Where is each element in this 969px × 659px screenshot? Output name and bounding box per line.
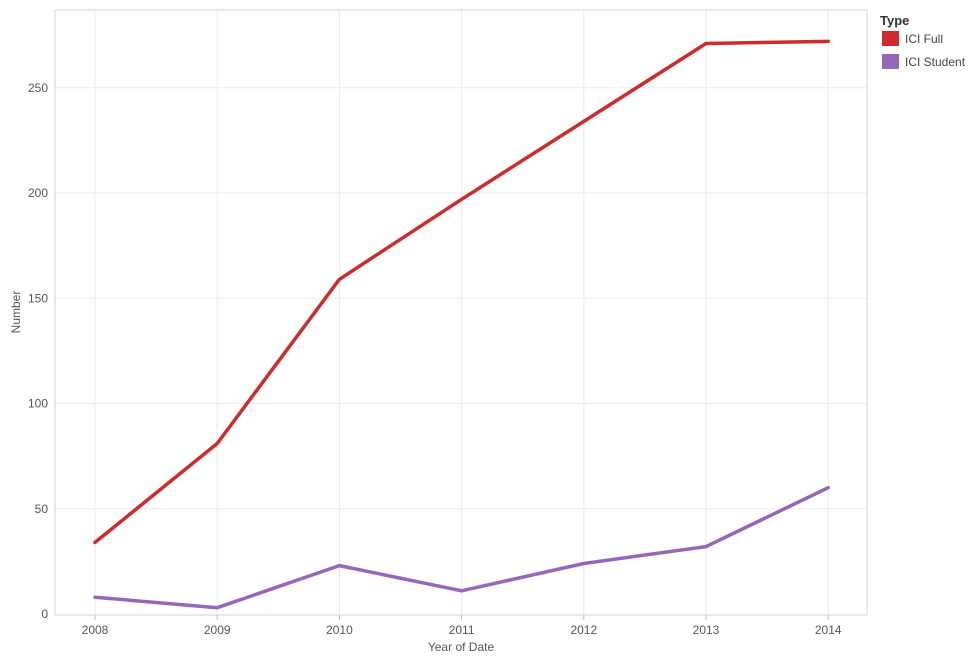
x-tick-label: 2010 [326,623,353,637]
y-tick-label: 150 [28,291,48,305]
x-tick-label: 2012 [570,623,597,637]
x-tick-label: 2008 [82,623,109,637]
legend: Type ICI Full ICI Student [880,13,966,69]
x-axis-title: Year of Date [428,640,495,654]
x-tick-label: 2013 [693,623,720,637]
plot-area [54,9,868,616]
legend-title: Type [880,13,909,28]
legend-label: ICI Full [905,32,943,46]
y-tick-label: 200 [28,186,48,200]
legend-swatch [882,31,899,46]
x-axis: 2008 2009 2010 2011 2012 2013 2014 [82,615,842,637]
series-line-ici-full [93,39,830,545]
series-lines [93,39,830,610]
series-line-ici-student [93,485,830,610]
x-tick-label: 2009 [204,623,231,637]
legend-swatch [882,54,899,69]
legend-entries: ICI Full ICI Student [882,31,966,69]
y-tick-label: 0 [41,607,48,621]
y-axis: 0 50 100 150 200 250 [28,81,48,621]
y-tick-label: 50 [35,502,49,516]
y-tick-label: 250 [28,81,48,95]
y-tick-label: 100 [28,397,48,411]
legend-label: ICI Student [905,55,966,69]
x-tick-label: 2011 [449,623,475,637]
y-axis-title: Number [9,291,23,334]
x-tick-label: 2014 [815,623,842,637]
gridlines [55,10,867,615]
